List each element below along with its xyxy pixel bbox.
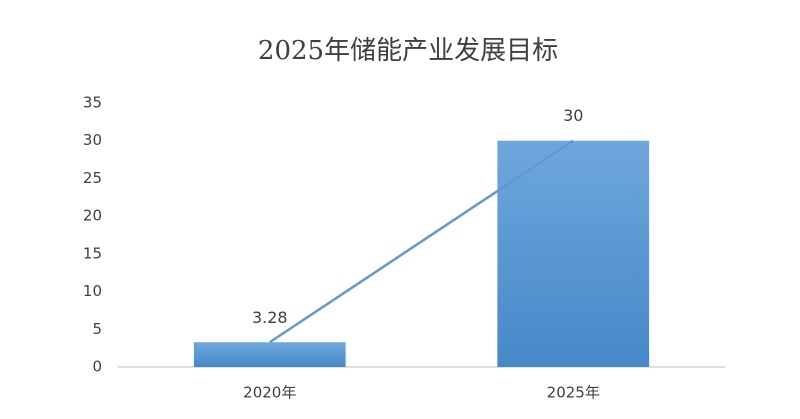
y-tick-label: 30 <box>83 131 102 149</box>
bar <box>193 342 346 367</box>
y-tick-label: 35 <box>83 94 102 112</box>
y-tick-label: 25 <box>83 169 102 187</box>
chart-title: 2025年储能产业发展目标 <box>258 36 558 66</box>
line <box>269 139 574 344</box>
y-tick-label: 10 <box>83 282 102 300</box>
y-tick-label: 20 <box>83 207 102 225</box>
x-tick-label: 2025年 <box>547 384 600 402</box>
x-tick-label: 2020年 <box>243 384 296 402</box>
data-label: 30 <box>563 106 583 125</box>
y-tick-label: 15 <box>83 244 102 262</box>
data-label: 3.28 <box>252 308 288 327</box>
bar <box>497 140 650 367</box>
y-tick-label: 5 <box>92 320 102 338</box>
y-tick-label: 0 <box>92 358 102 376</box>
